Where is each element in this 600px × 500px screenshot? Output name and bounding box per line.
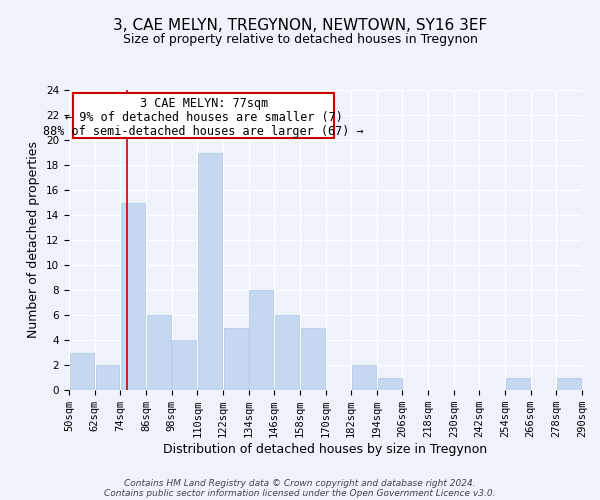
- Bar: [506, 378, 530, 390]
- Bar: [352, 365, 376, 390]
- Text: Contains public sector information licensed under the Open Government Licence v3: Contains public sector information licen…: [104, 488, 496, 498]
- Y-axis label: Number of detached properties: Number of detached properties: [28, 142, 40, 338]
- Text: Contains HM Land Registry data © Crown copyright and database right 2024.: Contains HM Land Registry data © Crown c…: [124, 478, 476, 488]
- Text: 3 CAE MELYN: 77sqm: 3 CAE MELYN: 77sqm: [140, 98, 268, 110]
- Text: Size of property relative to detached houses in Tregynon: Size of property relative to detached ho…: [122, 32, 478, 46]
- Bar: [172, 340, 196, 390]
- Bar: [147, 315, 171, 390]
- Bar: [275, 315, 299, 390]
- Bar: [557, 378, 581, 390]
- Text: ← 9% of detached houses are smaller (7): ← 9% of detached houses are smaller (7): [65, 112, 343, 124]
- Text: 3, CAE MELYN, TREGYNON, NEWTOWN, SY16 3EF: 3, CAE MELYN, TREGYNON, NEWTOWN, SY16 3E…: [113, 18, 487, 32]
- Text: 88% of semi-detached houses are larger (67) →: 88% of semi-detached houses are larger (…: [43, 125, 364, 138]
- FancyBboxPatch shape: [73, 92, 334, 138]
- Bar: [377, 378, 401, 390]
- Bar: [224, 328, 248, 390]
- Bar: [198, 152, 222, 390]
- X-axis label: Distribution of detached houses by size in Tregynon: Distribution of detached houses by size …: [163, 443, 488, 456]
- Bar: [121, 202, 145, 390]
- Bar: [250, 290, 274, 390]
- Bar: [301, 328, 325, 390]
- Bar: [95, 365, 119, 390]
- Bar: [70, 352, 94, 390]
